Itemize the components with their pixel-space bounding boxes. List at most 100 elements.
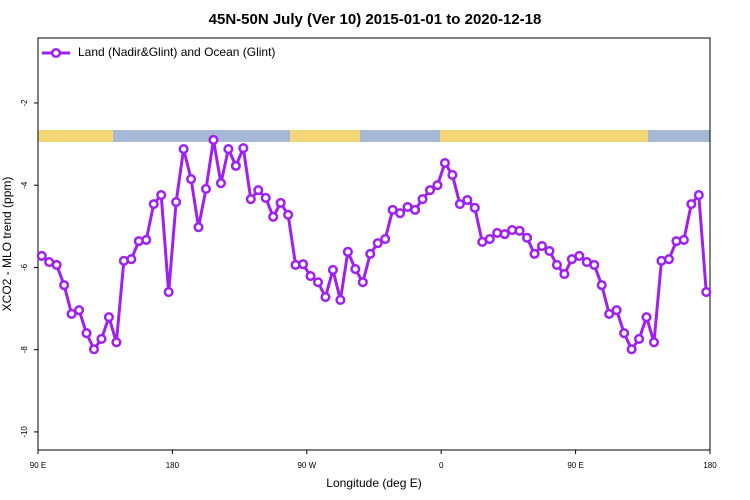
x-tick-label: 0: [439, 461, 444, 470]
data-point: [574, 250, 585, 261]
data-point: [186, 173, 197, 185]
data-point: [447, 169, 458, 180]
y-tick-label: -6: [20, 263, 29, 271]
data-point: [484, 234, 495, 245]
data-point: [51, 259, 62, 271]
data-point: [417, 194, 428, 205]
data-point: [111, 337, 122, 348]
data-point: [312, 277, 324, 288]
data-point: [126, 254, 137, 265]
legend-marker: [50, 47, 62, 59]
data-point: [522, 232, 533, 243]
data-point: [432, 180, 443, 191]
y-axis-label: XCO2 - MLO trend (ppm): [0, 177, 14, 312]
data-point: [223, 143, 234, 155]
data-point: [141, 234, 152, 245]
x-tick-label: 90 E: [567, 461, 583, 470]
data-point: [298, 259, 309, 270]
data-point: [365, 248, 376, 259]
data-point: [208, 134, 219, 146]
data-point: [238, 143, 249, 154]
data-point: [193, 222, 204, 233]
data-point: [148, 199, 159, 210]
data-point: [103, 312, 114, 323]
legend-label: Land (Nadir&Glint) and Ocean (Glint): [78, 45, 275, 59]
y-tick-label: -10: [20, 426, 29, 438]
data-point: [200, 183, 212, 194]
plot-frame: [37, 37, 711, 451]
y-tick-label: -8: [20, 346, 29, 354]
data-point: [283, 209, 294, 220]
data-point: [529, 248, 540, 259]
data-point: [215, 178, 226, 189]
x-axis-label: Longitude (deg E): [326, 476, 421, 490]
data-point: [372, 238, 383, 249]
data-point: [305, 271, 316, 282]
data-point: [357, 277, 368, 288]
data-point: [320, 291, 331, 303]
x-tick-label: 180: [166, 461, 180, 470]
data-point: [260, 192, 271, 203]
data-point: [342, 246, 353, 257]
data-point: [536, 241, 548, 252]
data-point: [439, 157, 450, 169]
data-point: [268, 211, 279, 222]
data-point: [350, 264, 361, 275]
data-point: [678, 234, 689, 245]
data-point: [380, 234, 391, 245]
data-point: [634, 333, 645, 345]
data-point: [59, 280, 70, 291]
data-point: [424, 185, 436, 196]
data-point: [327, 264, 338, 275]
x-tick-label: 90 W: [297, 461, 316, 470]
data-point: [604, 308, 615, 319]
map-strip: [38, 130, 710, 142]
data-point: [514, 225, 525, 236]
data-point: [469, 202, 480, 213]
data-point: [335, 294, 346, 305]
data-point: [410, 204, 421, 215]
data-point: [96, 333, 107, 345]
data-point: [178, 143, 189, 155]
data-point: [559, 268, 570, 280]
data-point: [245, 194, 256, 205]
data-point: [253, 185, 264, 196]
data-point: [462, 194, 473, 206]
data-point: [66, 308, 77, 319]
data-point: [611, 305, 622, 316]
data-point: [641, 312, 652, 323]
data-point: [395, 208, 406, 219]
land: [290, 130, 360, 142]
data-point: [619, 328, 630, 339]
land: [440, 130, 648, 142]
data-point: [156, 190, 167, 201]
x-tick-label: 90 E: [30, 461, 46, 470]
data-point: [596, 280, 607, 291]
data-point: [499, 229, 510, 240]
x-tick-label: 180: [703, 461, 717, 470]
data-point: [589, 259, 600, 271]
data-point: [454, 199, 465, 210]
data-point: [626, 344, 637, 355]
data-point: [693, 190, 704, 201]
y-tick-label: -4: [20, 181, 29, 189]
data-point: [81, 328, 92, 339]
legend: Land (Nadir&Glint) and Ocean (Glint): [42, 45, 275, 59]
data-point: [163, 287, 174, 298]
data-point: [88, 344, 100, 355]
data-point: [230, 160, 241, 171]
data-point: [686, 199, 697, 210]
data-point: [74, 305, 85, 316]
data-point: [36, 250, 47, 261]
data-point: [544, 245, 555, 257]
chart-title: 45N-50N July (Ver 10) 2015-01-01 to 2020…: [209, 11, 542, 28]
data-point: [648, 337, 660, 348]
data-point: [551, 259, 562, 271]
y-tick-label: -2: [20, 99, 29, 107]
data-point: [275, 197, 286, 208]
land: [38, 130, 113, 142]
data-point: [663, 254, 674, 265]
data-point: [701, 287, 712, 298]
